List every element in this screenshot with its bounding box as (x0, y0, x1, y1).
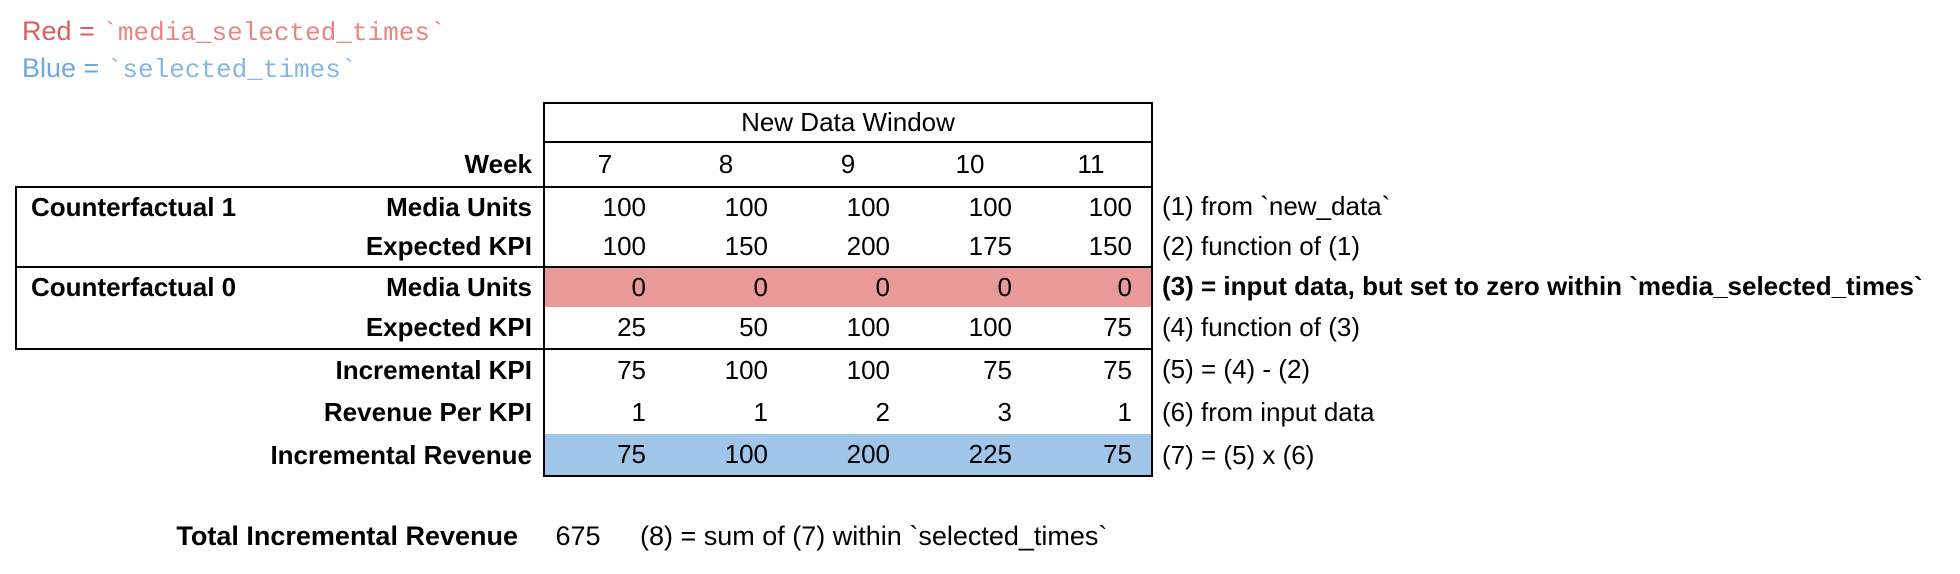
row-label: Expected KPI (365, 230, 532, 261)
spacer (1153, 143, 1960, 186)
data-cell: 100 (909, 186, 1031, 226)
group-label: Counterfactual 0 (31, 272, 237, 302)
row-label: Incremental Revenue (270, 440, 532, 470)
data-cell: 3 (997, 397, 1012, 427)
row-label: Revenue Per KPI (323, 397, 532, 427)
row-label-cell: Counterfactual 1 Media Units (15, 186, 543, 226)
row-annotation: (5) = (4) - (2) (1162, 354, 1311, 384)
week-cell: 8 (718, 149, 734, 179)
data-cell: 150 (1031, 226, 1153, 266)
week-cell: 11 (1031, 143, 1153, 186)
row-label-cell: Expected KPI (15, 307, 543, 348)
counterfactual-table: New Data Window Week 7 8 9 10 11 Counter… (15, 102, 1960, 477)
data-cell-highlight-blue: 75 (1031, 434, 1153, 477)
data-cell: 100 (846, 312, 890, 342)
data-cell: 150 (724, 230, 768, 261)
legend-blue-label: Blue = (22, 53, 107, 83)
data-cell: 175 (968, 230, 1012, 261)
spacer (1153, 102, 1960, 143)
total-annotation: (8) = sum of (7) within `selected_times` (640, 520, 1108, 551)
data-cell: 1 (1031, 391, 1153, 434)
legend-blue-line: Blue = `selected_times` (22, 51, 446, 88)
data-cell: 100 (787, 186, 909, 226)
data-cell: 100 (787, 348, 909, 391)
data-cell: 100 (543, 226, 665, 266)
data-cell-highlight-blue: 200 (787, 434, 909, 477)
row-label: Media Units (386, 191, 532, 222)
row-annotation: (7) = (5) x (6) (1162, 440, 1315, 470)
row-label-cell: Revenue Per KPI (15, 391, 543, 434)
data-cell: 75 (543, 348, 665, 391)
data-cell: 25 (543, 307, 665, 348)
legend-red-code: `media_selected_times` (102, 18, 446, 48)
data-cell: 75 (909, 348, 1031, 391)
row-annotation: (3) = input data, but set to zero within… (1162, 271, 1923, 301)
total-row: Total Incremental Revenue 675 (8) = sum … (0, 514, 1960, 558)
week-cell: 10 (955, 149, 985, 179)
data-cell-highlight-blue: 225 (909, 434, 1031, 477)
table-header: New Data Window (543, 102, 1153, 143)
data-cell: 200 (846, 230, 890, 261)
week-row-label: Week (464, 149, 532, 179)
data-cell-highlight-red: 0 (787, 266, 909, 307)
data-cell-highlight-blue: 100 (665, 434, 787, 477)
row-annotation: (4) function of (3) (1162, 312, 1360, 342)
total-label: Total Incremental Revenue (176, 520, 518, 551)
legend-red-line: Red = `media_selected_times` (22, 14, 446, 51)
row-label-cell: Expected KPI (15, 226, 543, 266)
data-cell-highlight-red: 0 (1031, 266, 1153, 307)
color-legend: Red = `media_selected_times` Blue = `sel… (22, 14, 446, 88)
data-cell: 50 (739, 312, 768, 342)
row-label-cell: Incremental KPI (15, 348, 543, 391)
data-cell: 100 (1031, 186, 1153, 226)
legend-blue-code: `selected_times` (106, 55, 357, 85)
row-annotation: (6) from input data (1162, 397, 1375, 427)
week-cell: 9 (840, 149, 856, 179)
data-cell-highlight-red: 0 (909, 266, 1031, 307)
row-label: Incremental KPI (335, 355, 532, 385)
row-annotation: (1) from `new_data` (1162, 190, 1391, 221)
data-cell-highlight-red: 0 (665, 266, 787, 307)
data-cell: 75 (1031, 348, 1153, 391)
data-cell: 1 (753, 397, 768, 427)
data-cell: 100 (543, 186, 665, 226)
row-label-cell: Incremental Revenue (15, 434, 543, 477)
row-label: Media Units (386, 272, 532, 302)
spacer (15, 102, 543, 143)
group-label: Counterfactual 1 (31, 191, 237, 222)
data-cell: 1 (543, 391, 665, 434)
row-label-cell: Counterfactual 0 Media Units (15, 266, 543, 307)
data-cell: 100 (968, 312, 1012, 342)
data-cell-highlight-blue: 75 (543, 434, 665, 477)
legend-red-label: Red = (22, 16, 103, 46)
data-cell: 75 (1031, 307, 1153, 348)
row-label: Expected KPI (365, 312, 532, 342)
data-cell: 100 (665, 348, 787, 391)
row-annotation: (2) function of (1) (1162, 230, 1360, 261)
total-value: 675 (555, 520, 601, 551)
week-cell: 7 (543, 143, 665, 186)
data-cell: 2 (875, 397, 890, 427)
data-cell: 100 (665, 186, 787, 226)
data-cell-highlight-red: 0 (543, 266, 665, 307)
